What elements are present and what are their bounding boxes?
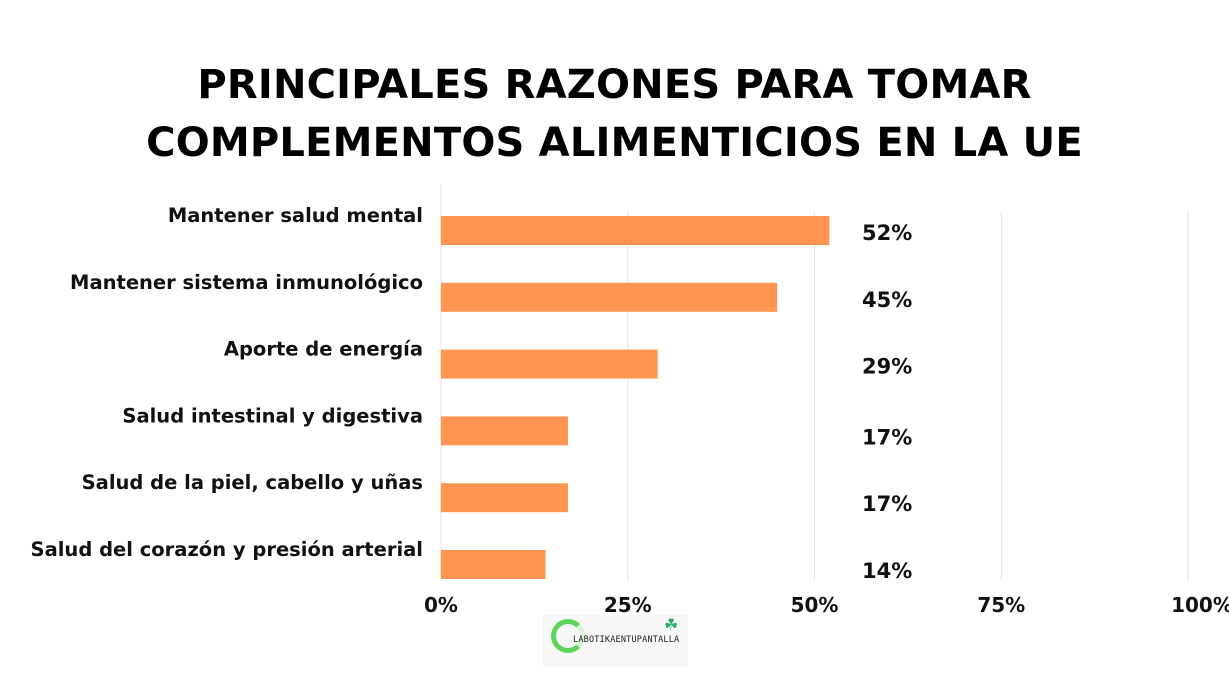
- bar: [441, 349, 658, 379]
- category-label: Salud intestinal y digestiva: [122, 404, 423, 427]
- logo-ring-icon: [551, 619, 585, 653]
- x-tick-label: 50%: [791, 593, 839, 617]
- x-tick-label: 25%: [604, 593, 652, 617]
- leaf-icon: ☘: [664, 615, 679, 634]
- bar: [441, 483, 568, 513]
- x-tick-label: 100%: [1171, 593, 1229, 617]
- bar: [441, 416, 568, 446]
- category-label: Aporte de energía: [224, 338, 423, 361]
- data-label: 45%: [862, 288, 912, 312]
- category-label: Salud del corazón y presión arterial: [31, 538, 423, 561]
- data-label: 29%: [862, 355, 912, 379]
- logo-text: LABOTIKAENTUPANTALLA: [573, 635, 680, 645]
- bar: [441, 282, 778, 312]
- chart-title: PRINCIPALES RAZONES PARA TOMAR COMPLEMEN…: [0, 56, 1229, 172]
- bar: [441, 216, 830, 245]
- brand-logo: LABOTIKAENTUPANTALLA ☘: [543, 615, 688, 667]
- chart-title-line-2: COMPLEMENTOS ALIMENTICIOS EN LA UE: [146, 120, 1083, 166]
- data-label: 14%: [862, 559, 912, 583]
- data-label: 52%: [862, 221, 912, 245]
- bar: [441, 550, 546, 579]
- data-label: 17%: [862, 492, 912, 516]
- data-label: 17%: [862, 425, 912, 449]
- category-label: Salud de la piel, cabello y uñas: [82, 471, 423, 494]
- x-tick-label: 0%: [424, 593, 458, 617]
- x-tick-label: 75%: [977, 593, 1025, 617]
- category-label: Mantener salud mental: [168, 204, 423, 227]
- category-label: Mantener sistema inmunológico: [70, 271, 423, 294]
- chart-title-line-1: PRINCIPALES RAZONES PARA TOMAR: [197, 62, 1032, 108]
